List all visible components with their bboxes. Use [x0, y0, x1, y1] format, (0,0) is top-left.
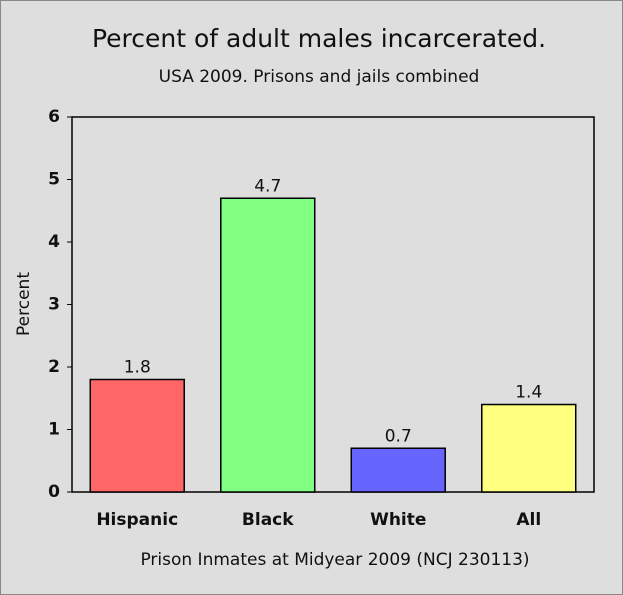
bar [220, 197, 316, 493]
x-tick-label: All [516, 510, 541, 530]
y-tick-label: 3 [48, 295, 60, 315]
chart-title: Percent of adult males incarcerated. [92, 24, 546, 53]
y-axis-title: Percent [14, 272, 34, 336]
y-tick-label: 5 [48, 170, 60, 190]
y-tick-label: 6 [48, 107, 60, 127]
y-tick-label: 1 [48, 420, 60, 440]
x-tick-label: White [370, 510, 426, 530]
chart-subtitle: USA 2009. Prisons and jails combined [159, 67, 480, 87]
y-tick-label: 0 [48, 482, 60, 502]
value-label: 4.7 [254, 176, 281, 196]
x-tick-label: Black [242, 510, 294, 530]
bar [481, 403, 577, 493]
bar [350, 447, 446, 493]
bar [89, 378, 185, 493]
x-tick-label: Hispanic [96, 510, 178, 530]
y-tick-label: 2 [48, 357, 60, 377]
y-tick-label: 4 [48, 232, 60, 252]
value-label: 1.4 [515, 383, 542, 403]
value-label: 0.7 [385, 426, 412, 446]
value-label: 1.8 [124, 358, 151, 378]
x-axis-title: Prison Inmates at Midyear 2009 (NCJ 2301… [140, 550, 529, 570]
